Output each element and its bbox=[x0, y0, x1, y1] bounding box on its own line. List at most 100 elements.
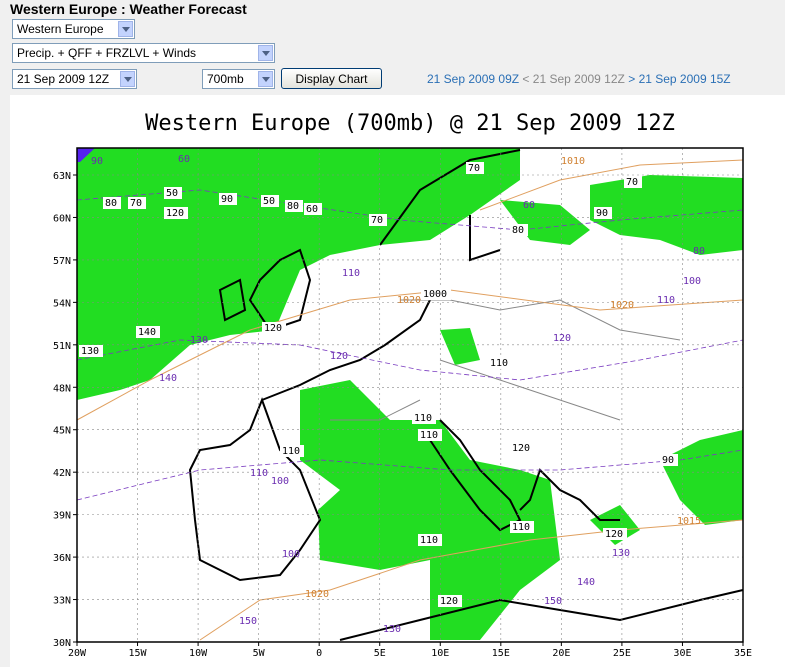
contour-label: 140 bbox=[138, 327, 156, 338]
contour-label: 120 bbox=[166, 208, 184, 219]
contour-label: 110 bbox=[250, 468, 268, 479]
x-tick-label: 15E bbox=[492, 648, 510, 659]
select-text: Western Europe bbox=[17, 22, 104, 36]
y-tick-label: 51N bbox=[53, 341, 71, 352]
x-tick-label: 15W bbox=[129, 648, 148, 659]
x-tick-label: 35E bbox=[734, 648, 752, 659]
x-tick-label: 10E bbox=[431, 648, 449, 659]
prev-link[interactable]: 21 Sep 2009 09Z bbox=[427, 72, 520, 86]
contour-label: 60 bbox=[178, 154, 190, 165]
contour-label: 150 bbox=[544, 596, 562, 607]
label-box bbox=[624, 176, 642, 188]
contour-label: 130 bbox=[190, 335, 208, 346]
contour-label: 1020 bbox=[305, 589, 329, 600]
label-box bbox=[128, 197, 146, 209]
contour-label: 120 bbox=[330, 351, 348, 362]
y-tick-label: 33N bbox=[53, 596, 71, 607]
contour-label: 120 bbox=[264, 323, 282, 334]
map-frame bbox=[76, 147, 744, 643]
contour-label: 130 bbox=[612, 548, 630, 559]
contour-label: 140 bbox=[159, 373, 177, 384]
contour-label: 90 bbox=[662, 455, 674, 466]
select-arrow bbox=[120, 71, 135, 87]
level-select[interactable]: 700mb bbox=[202, 69, 275, 89]
y-tick-label: 60N bbox=[53, 213, 71, 224]
label-box bbox=[418, 534, 442, 546]
contour-label: 110 bbox=[512, 522, 530, 533]
contour-label: 100 bbox=[282, 549, 300, 560]
contour-label: 1020 bbox=[397, 295, 421, 306]
label-box bbox=[510, 224, 528, 236]
label-box bbox=[280, 445, 304, 457]
contour-label: 1000 bbox=[423, 289, 447, 300]
nav-sep: < bbox=[522, 72, 530, 86]
x-tick-label: 30E bbox=[673, 648, 691, 659]
contour-label: 130 bbox=[383, 624, 401, 635]
contour-label: 110 bbox=[657, 295, 675, 306]
x-tick-label: 10W bbox=[189, 648, 208, 659]
label-box bbox=[488, 357, 512, 369]
contour-label: 120 bbox=[440, 596, 458, 607]
contour-label: 70 bbox=[371, 215, 383, 226]
label-box bbox=[136, 326, 160, 338]
contour-label: 60 bbox=[523, 200, 535, 211]
select-text: 21 Sep 2009 12Z bbox=[17, 72, 110, 86]
product-select[interactable]: Precip. + QFF + FRZLVL + Winds bbox=[12, 43, 275, 63]
contour-label: 110 bbox=[420, 430, 438, 441]
x-tick-label: 5W bbox=[253, 648, 266, 659]
label-box bbox=[164, 207, 188, 219]
y-tick-label: 39N bbox=[53, 511, 71, 522]
contour-label: 110 bbox=[282, 446, 300, 457]
contour-label: 70 bbox=[468, 163, 480, 174]
next-link[interactable]: 21 Sep 2009 15Z bbox=[638, 72, 731, 86]
contour-label: 100 bbox=[271, 476, 289, 487]
contour-labels: 60 90 50 70 80 120 90 50 80 60 70 70 70 90 60 80 1010 80 1… bbox=[79, 154, 705, 635]
display-chart-button[interactable]: Display Chart bbox=[281, 68, 382, 89]
contour-label: 110 bbox=[342, 268, 360, 279]
label-box bbox=[412, 412, 436, 424]
contour-label: 80 bbox=[512, 225, 524, 236]
current-time: 21 Sep 2009 12Z bbox=[532, 72, 625, 86]
contour-label: 140 bbox=[577, 577, 595, 588]
label-box bbox=[466, 162, 484, 174]
label-box bbox=[510, 442, 534, 454]
contour-label: 120 bbox=[553, 333, 571, 344]
contour-label: 110 bbox=[490, 358, 508, 369]
time-select[interactable]: 21 Sep 2009 12Z bbox=[12, 69, 137, 89]
contour-label: 130 bbox=[81, 346, 99, 357]
y-tick-label: 48N bbox=[53, 383, 71, 394]
nav-sep: > bbox=[628, 72, 636, 86]
contour-label: 70 bbox=[130, 198, 142, 209]
contour-label: 90 bbox=[91, 156, 103, 167]
time-nav: 21 Sep 2009 09Z < 21 Sep 2009 12Z > 21 S… bbox=[427, 72, 731, 86]
x-tick-label: 20E bbox=[552, 648, 570, 659]
x-tick-label: 20W bbox=[68, 648, 87, 659]
label-box bbox=[594, 207, 612, 219]
contour-label: 50 bbox=[166, 188, 178, 199]
select-arrow bbox=[258, 71, 273, 87]
graticule bbox=[77, 148, 743, 642]
label-box bbox=[164, 187, 182, 199]
contour-label: 110 bbox=[420, 535, 438, 546]
contour-label: 90 bbox=[221, 194, 233, 205]
x-tick-label: 25E bbox=[613, 648, 631, 659]
label-box bbox=[219, 193, 237, 205]
y-tick-label: 63N bbox=[53, 171, 71, 182]
axis-labels: 20W 15W 10W 5W 0 5E 10E 15E 20E 25E 30E 35E 63N 60N 57… bbox=[53, 171, 752, 659]
x-tick-label: 5E bbox=[374, 648, 386, 659]
label-box bbox=[262, 322, 286, 334]
label-box bbox=[421, 288, 451, 300]
y-tick-label: 42N bbox=[53, 468, 71, 479]
contour-label: 80 bbox=[693, 246, 705, 257]
contour-label: 120 bbox=[605, 529, 623, 540]
isotherms bbox=[76, 189, 744, 501]
region-select[interactable]: Western Europe bbox=[12, 19, 135, 39]
coastlines bbox=[188, 149, 744, 641]
contour-label: 80 bbox=[105, 198, 117, 209]
contour-label: 1020 bbox=[610, 300, 634, 311]
label-box bbox=[285, 200, 303, 212]
select-text: 700mb bbox=[207, 72, 244, 86]
label-box bbox=[103, 197, 121, 209]
label-box bbox=[79, 345, 103, 357]
